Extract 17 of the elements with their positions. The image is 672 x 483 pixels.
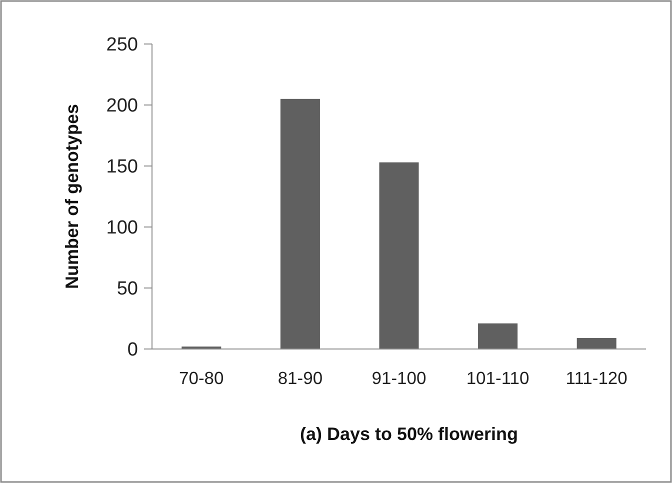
bar: [379, 162, 419, 349]
bar: [280, 98, 320, 349]
x-tick-label: 111-120: [566, 368, 628, 388]
x-tick-label: 70-80: [179, 368, 224, 388]
y-tick-label: 100: [106, 218, 138, 239]
x-tick-label: 91-100: [372, 368, 427, 388]
y-tick-label: 0: [127, 340, 138, 361]
x-tick-label: 101-110: [466, 368, 530, 388]
y-tick-label: 250: [106, 34, 138, 56]
bar: [478, 323, 518, 349]
y-tick-label: 200: [106, 96, 138, 117]
y-axis-title: Number of genotypes: [62, 104, 82, 290]
y-tick-label: 50: [116, 278, 138, 300]
y-tick-label: 150: [106, 156, 138, 178]
x-axis-title: (a) Days to 50% flowering: [300, 424, 518, 444]
bar: [576, 338, 616, 349]
x-tick-label: 81-90: [278, 368, 323, 388]
